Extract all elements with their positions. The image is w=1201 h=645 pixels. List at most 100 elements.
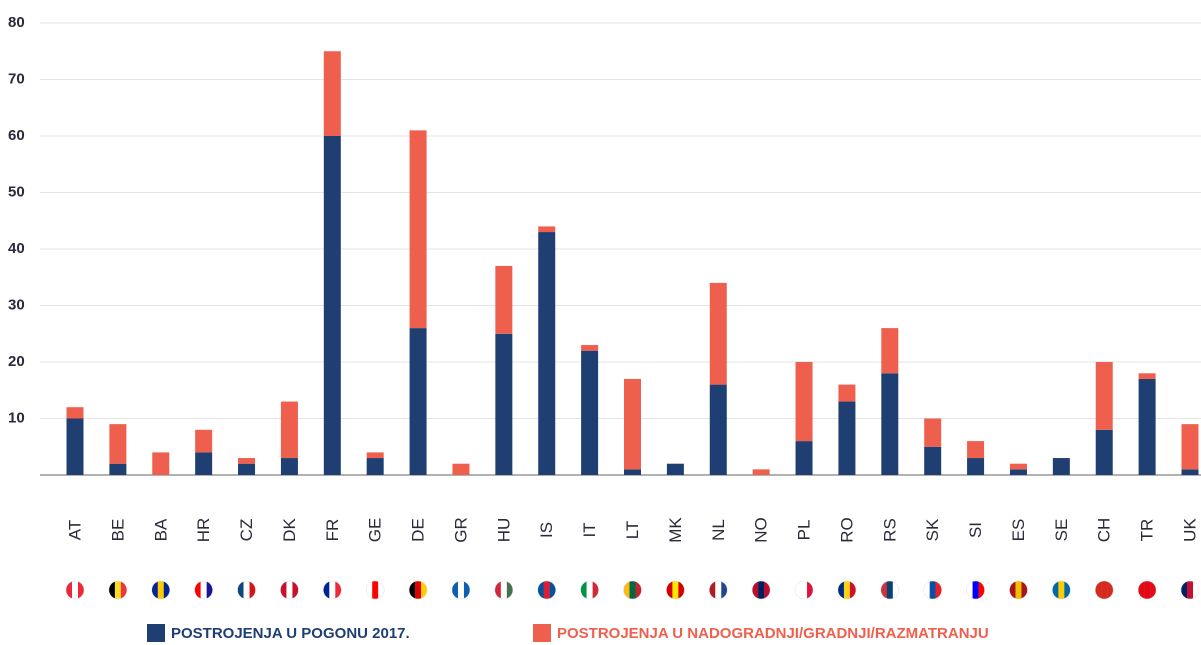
flag-stripe <box>592 581 599 599</box>
flag-border <box>709 580 728 600</box>
bar-segment <box>581 345 599 351</box>
flag-border <box>751 580 771 600</box>
flag-stripe <box>1138 581 1145 599</box>
bar-segment <box>1138 373 1156 379</box>
flag <box>923 580 942 600</box>
flag-stripe <box>978 581 985 599</box>
bar-segment <box>624 469 641 475</box>
bar-segment <box>795 362 813 442</box>
flag-stripe <box>892 581 899 599</box>
flag-stripe <box>378 581 385 599</box>
flag-stripe <box>500 581 508 599</box>
flag-stripes <box>752 581 771 599</box>
flag <box>280 580 299 600</box>
flag-stripe <box>801 581 808 599</box>
flag-border <box>537 580 556 600</box>
flag-stripe <box>292 581 299 599</box>
flag-border <box>623 580 642 600</box>
flag-stripe <box>451 581 459 599</box>
bar-segment <box>109 463 127 475</box>
x-tick-label: GR <box>451 517 470 543</box>
bar-segment <box>752 469 770 475</box>
x-tick-label: NL <box>709 519 728 541</box>
bar-segment <box>1138 378 1156 475</box>
x-tick-label: CH <box>1095 518 1114 543</box>
x-tick-label: RS <box>880 518 899 542</box>
flag <box>666 580 685 600</box>
flag <box>837 580 857 600</box>
x-tick-label: ES <box>1009 519 1028 542</box>
flag-stripe <box>1058 581 1065 599</box>
bar-segment <box>238 458 256 464</box>
bar-segment <box>924 446 942 475</box>
flag-stripes <box>709 581 728 599</box>
legend-label: POSTROJENJA U POGONU 2017. <box>171 625 410 642</box>
flag <box>408 580 428 600</box>
x-tick-label: IS <box>537 522 556 538</box>
x-tick-label: UK <box>1180 518 1199 542</box>
bar-segment <box>838 384 856 402</box>
flag-stripes <box>1138 581 1157 599</box>
flag-stripes <box>837 581 856 599</box>
flag-stripe <box>1052 581 1059 599</box>
flag-stripe <box>1101 581 1108 599</box>
flag-stripe <box>329 581 336 599</box>
bar-segment <box>195 452 213 475</box>
x-tick-label: LT <box>623 521 642 540</box>
flag-stripe <box>1193 581 1199 599</box>
bar-segment <box>881 328 899 374</box>
x-tick-label: DK <box>280 518 299 542</box>
bar-segment <box>66 418 84 475</box>
flag-stripes <box>280 581 299 599</box>
flag-border <box>451 580 471 600</box>
flag <box>494 580 514 600</box>
flag <box>1052 580 1071 600</box>
flag-border <box>580 580 599 600</box>
flag-border <box>1009 580 1028 600</box>
bar-segment <box>323 136 341 475</box>
x-tick-label: PL <box>795 520 814 541</box>
flag-stripe <box>543 581 550 599</box>
flag-stripe <box>635 581 642 599</box>
flag-border <box>323 580 342 600</box>
bar-segment <box>967 458 985 475</box>
bar-segment <box>666 463 684 475</box>
flag <box>1180 580 1200 600</box>
flag-stripe <box>114 581 122 599</box>
flag-stripe <box>280 581 287 599</box>
y-tick-label: 80 <box>8 14 25 31</box>
flag-border <box>365 580 385 600</box>
flag-stripe <box>972 581 979 599</box>
flag-stripe <box>457 581 465 599</box>
flag-stripe <box>200 581 207 599</box>
legend-label: POSTROJENJA U NADOGRADNJI/GRADNJI/RAZMAT… <box>557 625 989 642</box>
flag-stripes <box>580 581 599 599</box>
flag-stripes <box>1181 581 1199 599</box>
bar-segment <box>495 265 513 334</box>
flag-stripes <box>194 581 213 599</box>
flag-stripe <box>929 581 936 599</box>
bar-segment <box>195 429 213 453</box>
flag-stripes <box>494 581 513 599</box>
flag <box>365 580 385 600</box>
flag-border <box>923 580 942 600</box>
flag-border <box>108 580 128 600</box>
bar-segment <box>1009 469 1027 475</box>
x-tick-label: HR <box>194 518 213 543</box>
flag <box>151 580 171 600</box>
flag-border <box>794 580 814 600</box>
bar-segment <box>366 452 384 459</box>
flag-stripe <box>843 581 851 599</box>
flag-stripe <box>120 581 127 599</box>
flag-stripe <box>78 581 84 599</box>
flag-stripes <box>666 581 685 599</box>
flag-stripes <box>108 581 127 599</box>
flag-stripe <box>151 581 158 599</box>
flag-stripe <box>758 581 765 599</box>
bar-segment <box>452 463 470 475</box>
bar-segment <box>624 378 641 470</box>
flag-border <box>237 580 256 600</box>
flag-stripe <box>672 581 679 599</box>
x-tick-label: SE <box>1052 519 1071 542</box>
